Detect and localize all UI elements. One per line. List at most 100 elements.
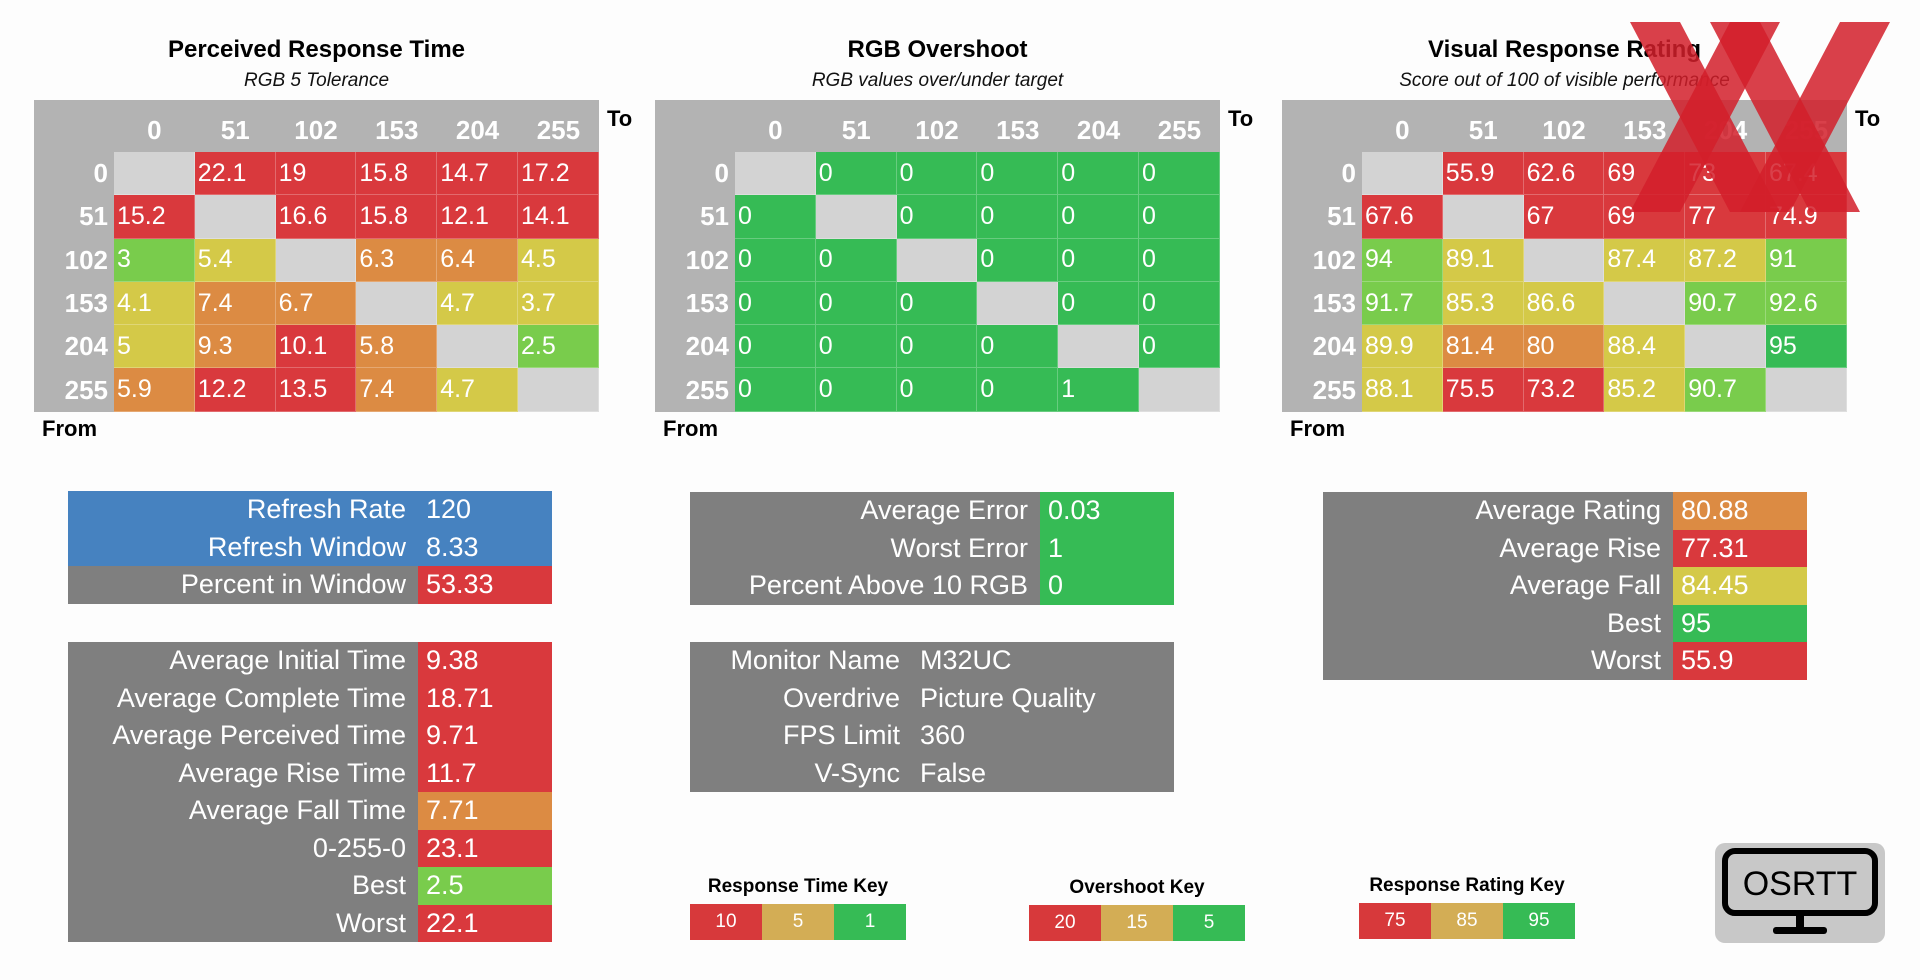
heatmap-rgb-overshoot: RGB Overshoot RGB values over/under targ… <box>655 36 1265 446</box>
heatmap-cell: 5.4 <box>194 238 276 282</box>
key-cell-green: 1 <box>834 904 906 940</box>
heatmap-cell: 81.4 <box>1442 325 1524 369</box>
heatmap-cell: 0 <box>1138 281 1220 326</box>
heatmap-cell-diagonal <box>114 152 195 196</box>
stat-value: 8.33 <box>418 528 552 566</box>
column-header: 51 <box>841 114 871 145</box>
heatmap-cell: 88.4 <box>1604 325 1686 369</box>
heatmap-cell: 94 <box>1362 238 1443 282</box>
heatmap-cell: 6.7 <box>275 281 357 326</box>
key-title: Response Rating Key <box>1369 875 1565 896</box>
heatmap-cell: 15.2 <box>114 195 195 239</box>
stat-value: Picture Quality <box>912 679 1174 717</box>
heatmap-cell-diagonal <box>1442 195 1524 239</box>
heatmap-cell-diagonal <box>356 281 438 326</box>
heatmap-cell-diagonal <box>1362 152 1443 196</box>
heatmap-cell: 0 <box>977 195 1059 239</box>
column-header: 255 <box>536 114 581 145</box>
heatmap-cell: 90.7 <box>1685 281 1766 326</box>
stat-value: 23.1 <box>418 829 552 867</box>
heatmap-cell-diagonal <box>815 195 897 239</box>
heatmap-cell: 0 <box>1138 238 1220 282</box>
heatmap-cell: 0 <box>735 368 816 412</box>
heatmap-cell: 0 <box>977 238 1059 282</box>
column-header: 102 <box>294 114 338 145</box>
heatmap-cell: 7.4 <box>356 368 438 412</box>
stat-label: 0-255-0 <box>68 829 418 867</box>
overshoot-key: Overshoot Key 20 15 5 <box>1029 877 1245 941</box>
heatmap-cell: 0 <box>896 325 978 369</box>
overshoot-stats-table: Average Error 0.03 Worst Error 1 Percent Abo… <box>690 492 1174 605</box>
stat-value: 120 <box>418 491 552 529</box>
stat-label: Average Fall <box>1323 567 1673 605</box>
heatmap-cell: 89.1 <box>1442 238 1524 282</box>
heatmap-cell: 5.9 <box>114 368 195 412</box>
heatmap-grid: 0 51 102 153 204 255 0 0 0 0 0 0 51 0 0 0 0 0 102 0 0 0 0 0 153 0… <box>655 100 1220 412</box>
key-title: Response Time Key <box>707 876 889 897</box>
stat-label: Best <box>1323 604 1673 642</box>
row-header: 153 <box>1312 288 1356 319</box>
heatmap-cell: 0 <box>896 368 978 412</box>
heatmap-cell: 9.3 <box>194 325 276 369</box>
heatmap-cell-diagonal <box>735 152 816 196</box>
heatmap-cell: 67.6 <box>1362 195 1443 239</box>
row-header: 51 <box>1327 201 1356 232</box>
heatmap-cell: 91 <box>1765 238 1847 282</box>
heatmap-cell: 89.9 <box>1362 325 1443 369</box>
heatmap-cell: 4.7 <box>437 281 518 326</box>
row-header: 0 <box>1341 158 1356 189</box>
column-header: 0 <box>1395 114 1410 145</box>
stat-value: 18.71 <box>418 679 552 717</box>
row-header: 102 <box>685 244 729 275</box>
row-header: 255 <box>64 374 108 405</box>
stat-label: Overdrive <box>690 679 912 717</box>
response-rating-key: Response Rating Key 75 85 95 <box>1359 875 1575 939</box>
heatmap-cell: 0 <box>1058 152 1139 196</box>
stat-value: 1 <box>1040 529 1174 567</box>
row-header: 204 <box>64 331 108 362</box>
heatmap-cell: 88.1 <box>1362 368 1443 412</box>
heatmap-title: RGB Overshoot <box>847 36 1028 63</box>
heatmap-cell: 85.2 <box>1604 368 1686 412</box>
heatmap-cell: 0 <box>1138 325 1220 369</box>
stat-label: Worst <box>68 904 418 942</box>
row-header: 204 <box>1312 331 1356 362</box>
heatmap-cell: 15.8 <box>356 195 438 239</box>
key-cell-red: 20 <box>1029 905 1101 941</box>
heatmap-cell: 0 <box>896 195 978 239</box>
key-title: Overshoot Key <box>1069 877 1205 898</box>
heatmap-cell: 0 <box>977 152 1059 196</box>
heatmap-cell: 6.4 <box>437 238 518 282</box>
heatmap-subtitle: Score out of 100 of visible performance <box>1399 70 1730 91</box>
heatmap-cell: 4.5 <box>517 238 599 282</box>
row-header: 153 <box>685 288 729 319</box>
heatmap-cell-diagonal <box>437 325 518 369</box>
column-header: 153 <box>375 114 419 145</box>
heatmap-cell: 87.2 <box>1685 238 1766 282</box>
stat-label: Percent in Window <box>68 566 418 604</box>
stat-value: 0.03 <box>1040 492 1174 530</box>
heatmap-cell-diagonal <box>1604 281 1686 326</box>
stat-label: Monitor Name <box>690 642 912 680</box>
heatmap-cell: 0 <box>896 152 978 196</box>
heatmap-cell: 0 <box>815 325 897 369</box>
heatmap-cell: 7.4 <box>194 281 276 326</box>
heatmap-cell: 85.3 <box>1442 281 1524 326</box>
stat-value: 95 <box>1673 604 1807 642</box>
heatmap-cell: 4.1 <box>114 281 195 326</box>
heatmap-cell: 15.8 <box>356 152 438 196</box>
heatmap-cell: 92.6 <box>1765 281 1847 326</box>
heatmap-cell-diagonal <box>977 281 1059 326</box>
heatmap-title: Perceived Response Time <box>167 36 466 63</box>
stat-label: Percent Above 10 RGB <box>690 567 1040 605</box>
heatmap-cell: 5 <box>114 325 195 369</box>
row-header: 255 <box>1312 374 1356 405</box>
monitor-info-table: Monitor Name M32UC Overdrive Picture Qualit… <box>690 642 1174 792</box>
stat-value: 7.71 <box>418 792 552 830</box>
heatmap-subtitle: RGB 5 Tolerance <box>243 70 390 91</box>
row-header: 102 <box>1312 244 1356 275</box>
heatmap-cell: 14.7 <box>437 152 518 196</box>
heatmap-cell: 12.1 <box>437 195 518 239</box>
heatmap-cell-diagonal <box>517 368 599 412</box>
heatmap-cell-diagonal <box>1685 325 1766 369</box>
